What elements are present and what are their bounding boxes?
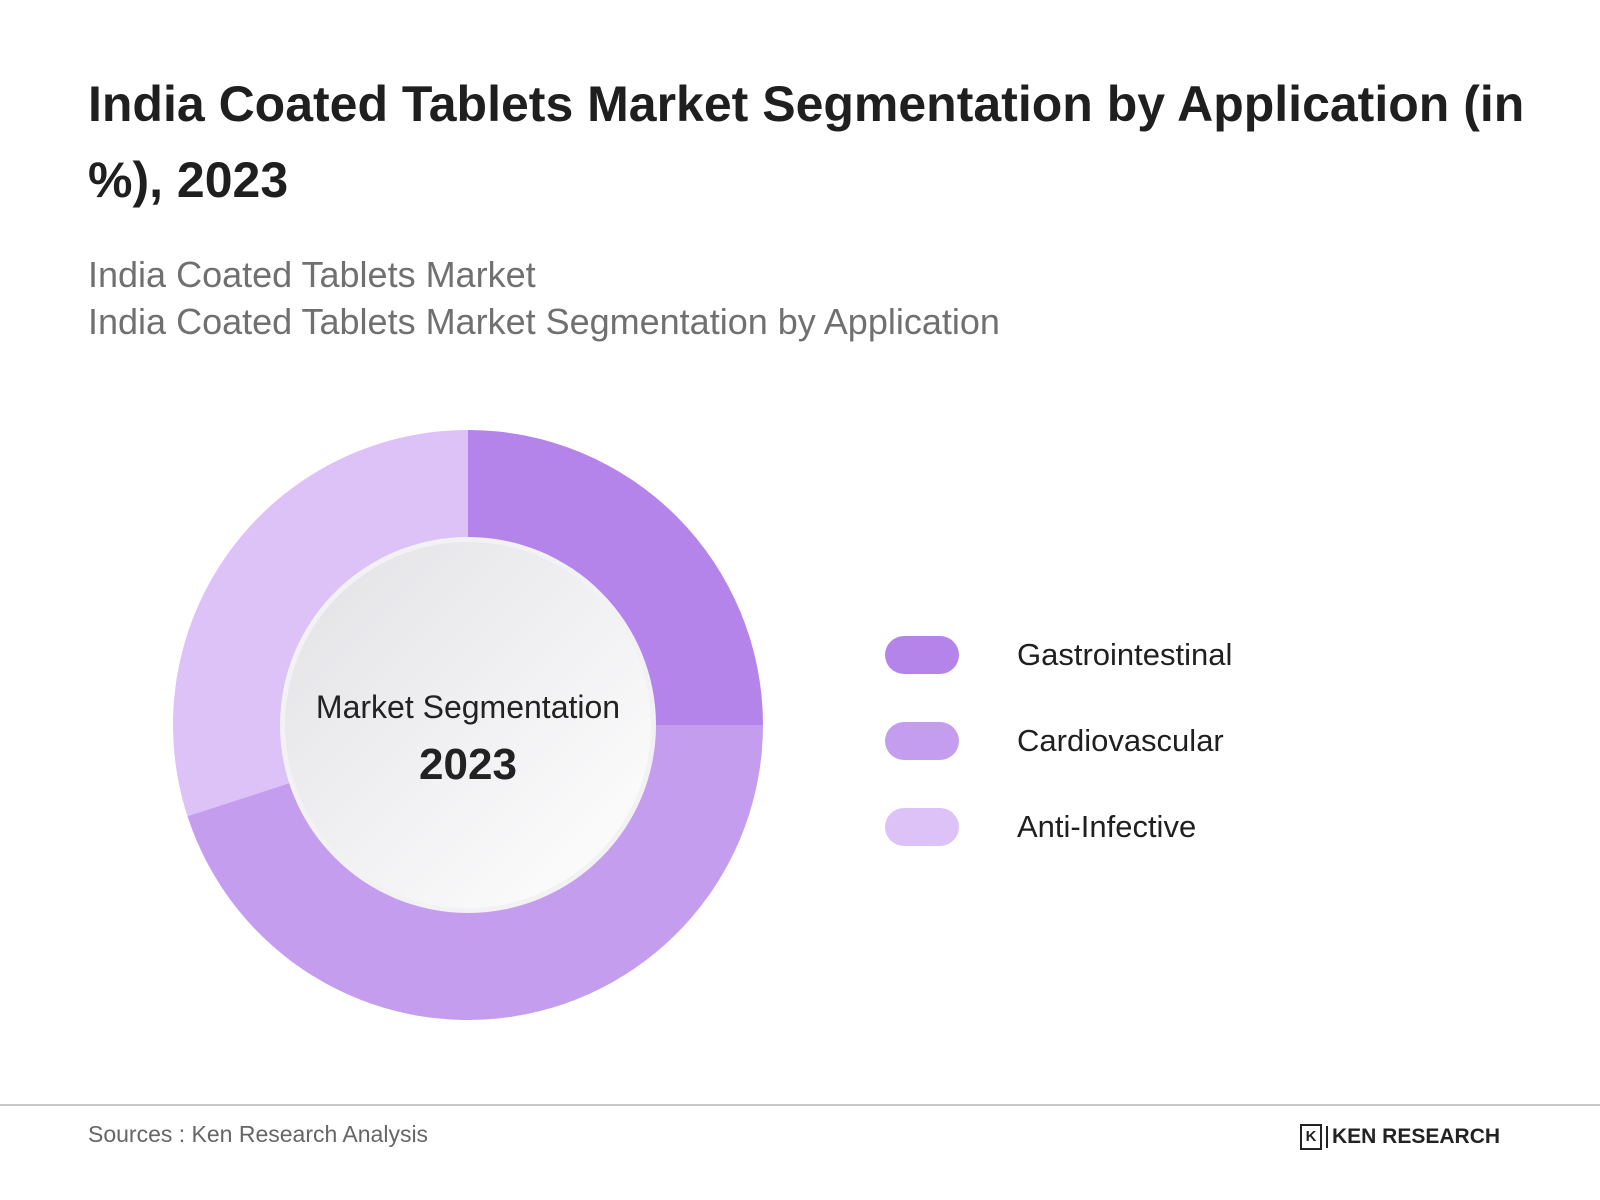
legend-item: Gastrointestinal: [885, 635, 1232, 675]
legend-swatch: [885, 636, 959, 674]
legend-label: Cardiovascular: [1017, 723, 1224, 758]
chart-title: India Coated Tablets Market Segmentation…: [88, 76, 1525, 208]
legend-label: Anti-Infective: [1017, 809, 1197, 844]
slice-gastrointestinal: [468, 430, 763, 725]
center-label: Market Segmentation: [316, 689, 620, 725]
logo-divider: [1326, 1126, 1328, 1148]
legend-item: Anti-Infective: [885, 807, 1196, 847]
center-year: 2023: [419, 740, 517, 789]
legend-swatch: [885, 722, 959, 760]
legend-label: Gastrointestinal: [1017, 637, 1233, 672]
footer-divider: [0, 1104, 1600, 1106]
subtitle-line-2: India Coated Tablets Market Segmentation…: [88, 301, 1000, 342]
legend-swatch: [885, 808, 959, 846]
logo-k-icon: K: [1300, 1124, 1322, 1150]
source-note: Sources : Ken Research Analysis: [88, 1121, 429, 1147]
legend-item: Cardiovascular: [885, 721, 1224, 761]
donut-chart: Market Segmentation 2023: [172, 429, 763, 1020]
ken-research-logo: K KEN RESEARCH: [1300, 1124, 1500, 1150]
subtitle-line-1: India Coated Tablets Market: [88, 254, 536, 295]
logo-text: KEN RESEARCH: [1332, 1125, 1501, 1148]
center-disc: [285, 542, 651, 908]
